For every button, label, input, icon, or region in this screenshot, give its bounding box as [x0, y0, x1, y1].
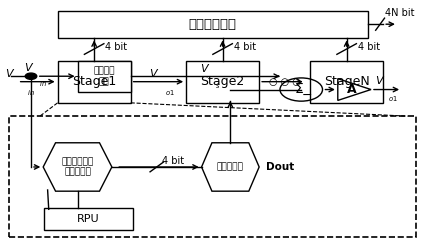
Text: 4 bit: 4 bit: [358, 42, 380, 52]
Polygon shape: [43, 143, 112, 191]
Text: $\Sigma$: $\Sigma$: [294, 82, 304, 96]
FancyBboxPatch shape: [58, 60, 131, 103]
Text: 4N bit: 4N bit: [385, 8, 414, 18]
Text: $_{in}$: $_{in}$: [27, 88, 35, 98]
Text: 4 bit: 4 bit: [162, 156, 184, 166]
Text: Stage1: Stage1: [72, 75, 116, 88]
Text: $_{in}$: $_{in}$: [39, 79, 47, 89]
Text: $V$: $V$: [23, 60, 34, 73]
Text: Stage2: Stage2: [201, 75, 245, 88]
Text: 4 bit: 4 bit: [233, 42, 256, 52]
Polygon shape: [338, 79, 371, 100]
Text: A: A: [347, 83, 357, 96]
Text: RPU: RPU: [77, 214, 100, 224]
Text: $V$: $V$: [5, 67, 16, 79]
Text: $_{o1}$: $_{o1}$: [165, 88, 175, 98]
Text: StageN: StageN: [324, 75, 369, 88]
Text: $-$: $-$: [301, 88, 312, 101]
Text: 时钟校准模块: 时钟校准模块: [189, 18, 237, 31]
FancyBboxPatch shape: [186, 60, 259, 103]
FancyBboxPatch shape: [44, 208, 133, 230]
Text: $V$: $V$: [375, 74, 386, 86]
Text: 4 bit: 4 bit: [105, 42, 127, 52]
Circle shape: [25, 73, 37, 79]
Text: $_s$: $_s$: [215, 81, 221, 91]
Text: 采样保持
电路: 采样保持 电路: [93, 67, 115, 86]
Text: ○ ○ ○: ○ ○ ○: [269, 77, 300, 87]
FancyBboxPatch shape: [58, 11, 368, 38]
Text: $_{o1}$: $_{o1}$: [388, 94, 398, 104]
FancyBboxPatch shape: [78, 60, 131, 92]
Text: $V$: $V$: [200, 62, 210, 74]
FancyBboxPatch shape: [310, 60, 383, 103]
Text: 忆阻神经形态
模数转换器: 忆阻神经形态 模数转换器: [62, 157, 93, 177]
Text: 数模转换器: 数模转换器: [217, 162, 244, 172]
Text: Dout: Dout: [266, 162, 294, 172]
Text: $V$: $V$: [149, 67, 159, 79]
Polygon shape: [202, 143, 259, 191]
